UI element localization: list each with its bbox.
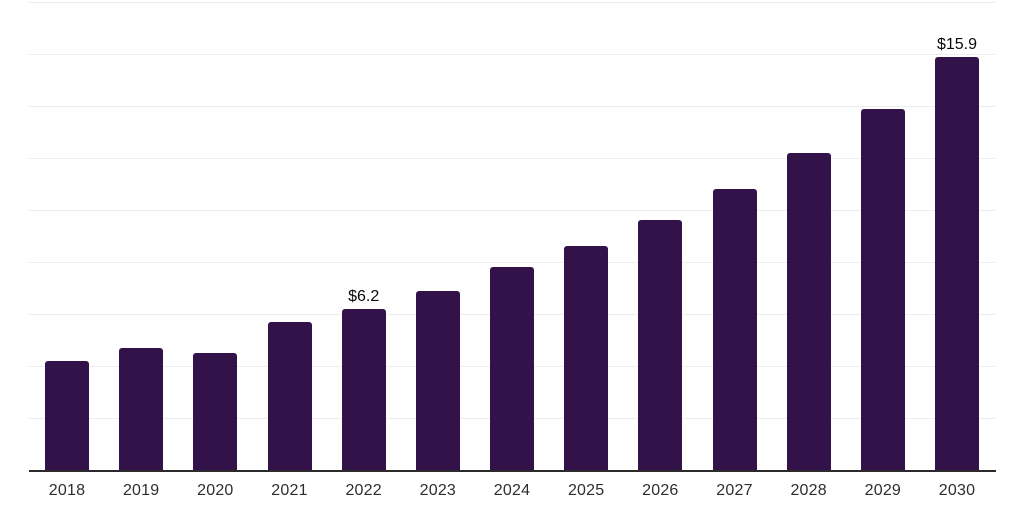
gridline-y14 (29, 106, 996, 107)
bar-2027 (712, 189, 757, 470)
x-axis-label-2029: 2029 (864, 482, 902, 499)
x-axis-label-2027: 2027 (716, 482, 753, 499)
bar-2029 (860, 108, 905, 470)
bar-2023 (415, 290, 460, 470)
x-axis-label-2023: 2023 (419, 482, 457, 499)
bar-2030 (935, 56, 979, 470)
bar-2026 (638, 220, 683, 470)
gridline-y12 (29, 158, 996, 159)
bar-2025 (564, 246, 609, 470)
x-axis-label-2022: 2022 (345, 482, 382, 499)
bar-2020 (193, 353, 238, 470)
data-label-2022: $6.2 (348, 287, 380, 305)
x-axis-label-2028: 2028 (790, 482, 827, 499)
x-axis-line (29, 470, 996, 472)
x-axis-label-2020: 2020 (197, 482, 234, 499)
data-label-2030: $15.9 (936, 35, 978, 53)
x-axis-label-2021: 2021 (271, 482, 308, 499)
bar-2019 (119, 347, 164, 470)
gridline-y18 (29, 2, 996, 3)
bar-2028 (786, 152, 831, 470)
x-axis-label-2030: 2030 (938, 482, 976, 499)
x-axis-label-2026: 2026 (642, 482, 679, 499)
gridline-y10 (29, 210, 996, 211)
x-axis-label-2024: 2024 (493, 482, 531, 499)
x-axis-label-2025: 2025 (567, 482, 605, 499)
bar-2024 (490, 267, 534, 470)
gridline-y8 (29, 262, 996, 263)
bar-2021 (267, 321, 312, 470)
x-axis-label-2018: 2018 (48, 482, 86, 499)
bar-2022 (341, 308, 386, 470)
plot-area: 2018 2019 2020 2021 2022 2023 2024 2025 2026 2027… (29, 0, 996, 512)
bar-2018 (45, 360, 89, 470)
gridline-y16 (29, 54, 996, 55)
x-axis-label-2019: 2019 (122, 482, 160, 499)
